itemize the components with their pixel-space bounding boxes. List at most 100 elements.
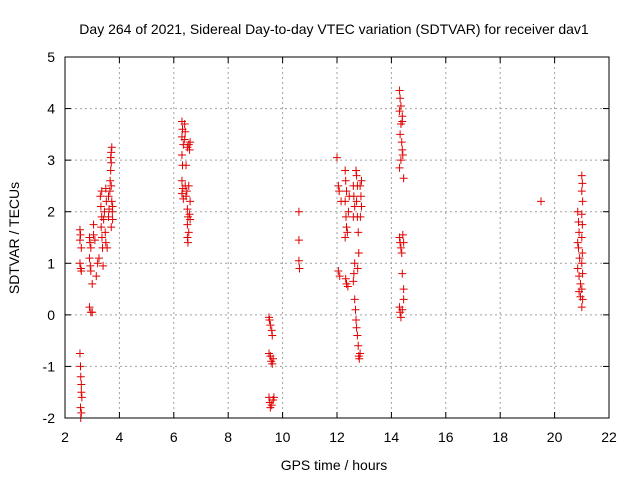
data-point <box>353 264 362 273</box>
data-point <box>349 192 358 201</box>
data-point <box>106 176 115 185</box>
x-tick-label: 2 <box>61 429 69 445</box>
data-point <box>399 285 408 294</box>
data-point <box>344 207 353 216</box>
data-point <box>106 153 115 162</box>
data-point <box>97 187 106 196</box>
data-point <box>577 187 586 196</box>
data-point <box>104 212 113 221</box>
data-point <box>335 187 344 196</box>
data-point <box>181 127 190 136</box>
data-point <box>577 233 586 242</box>
y-axis-title: SDTVAR / TECUs <box>6 182 22 294</box>
data-point <box>578 295 587 304</box>
x-tick-labels: 2 4 6 8 10 12 14 16 18 20 22 <box>61 429 617 445</box>
data-point <box>76 230 85 239</box>
y-tick-label: 5 <box>47 49 55 65</box>
data-point <box>269 354 278 363</box>
data-point <box>107 197 116 206</box>
data-point <box>294 236 303 245</box>
y-tick-label: -2 <box>43 410 56 426</box>
data-point <box>177 150 186 159</box>
data-point <box>268 359 277 368</box>
data-point <box>578 197 587 206</box>
x-tick-label: 4 <box>116 429 124 445</box>
data-point <box>103 243 112 252</box>
data-point <box>356 349 365 358</box>
data-point <box>574 243 583 252</box>
data-point <box>356 212 365 221</box>
data-point <box>77 393 86 402</box>
data-point <box>398 269 407 278</box>
data-point <box>343 228 352 237</box>
x-tick-label: 16 <box>438 429 454 445</box>
data-point <box>397 138 406 147</box>
data-point <box>97 223 106 232</box>
data-point <box>75 225 84 234</box>
data-point <box>352 197 361 206</box>
data-point <box>333 153 341 162</box>
data-point <box>101 184 110 193</box>
data-point <box>180 120 189 129</box>
data-point <box>267 401 276 410</box>
data-point <box>186 215 195 224</box>
data-point <box>334 267 343 276</box>
data-point <box>399 174 408 183</box>
data-point <box>398 150 407 159</box>
data-point <box>357 202 366 211</box>
data-point <box>349 269 358 278</box>
y-tick-label: 1 <box>47 255 55 271</box>
data-point <box>350 202 359 211</box>
data-point <box>349 277 358 286</box>
data-point <box>76 372 85 381</box>
x-tick-label: 14 <box>384 429 400 445</box>
data-point <box>183 143 192 152</box>
data-point <box>182 192 191 201</box>
data-point <box>183 220 192 229</box>
data-point <box>354 248 363 257</box>
data-point <box>85 233 94 242</box>
data-point <box>397 248 406 257</box>
data-point <box>93 259 102 268</box>
data-point <box>573 264 582 273</box>
data-point <box>577 259 586 268</box>
data-point <box>268 331 277 340</box>
data-point <box>341 166 350 175</box>
data-point <box>183 205 192 214</box>
data-point <box>86 243 95 252</box>
data-point <box>185 210 194 219</box>
data-point <box>99 261 108 270</box>
data-point <box>75 349 84 358</box>
data-point <box>352 171 361 180</box>
x-tick-label: 20 <box>547 429 563 445</box>
x-tick-label: 18 <box>492 429 508 445</box>
data-point <box>105 187 114 196</box>
data-point <box>183 238 192 247</box>
data-point <box>107 148 116 157</box>
data-point <box>352 166 361 175</box>
data-point <box>100 207 109 216</box>
x-tick-label: 6 <box>170 429 178 445</box>
data-point <box>108 215 117 224</box>
data-point <box>77 380 86 389</box>
data-point <box>342 223 351 232</box>
data-point <box>88 308 97 317</box>
data-point <box>265 316 274 325</box>
data-point <box>186 138 195 147</box>
data-point <box>92 272 101 281</box>
data-point <box>575 254 584 263</box>
y-tick-labels: -2 -1 0 1 2 3 4 5 <box>43 49 56 426</box>
data-point <box>354 228 363 237</box>
data-point <box>578 248 587 257</box>
data-point <box>89 230 98 239</box>
data-points <box>75 86 587 422</box>
data-point <box>341 176 350 185</box>
data-point <box>182 187 191 196</box>
data-point <box>101 238 110 247</box>
data-point <box>577 171 586 180</box>
x-axis-title: GPS time / hours <box>281 457 388 473</box>
data-point <box>184 228 193 237</box>
data-point <box>398 145 407 154</box>
data-point <box>350 295 359 304</box>
